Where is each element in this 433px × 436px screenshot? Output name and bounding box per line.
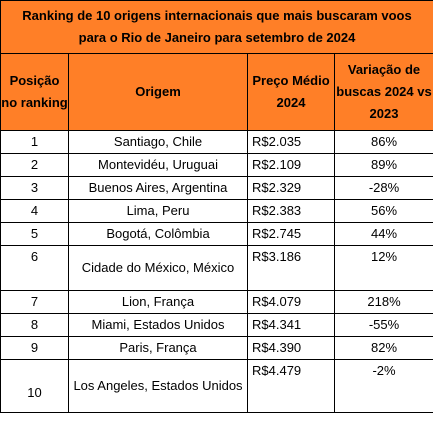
variation-cell: 82% (334, 336, 433, 360)
table-row: 2 Montevidéu, Uruguai R$2.109 89% (0, 153, 433, 177)
price-cell: R$4.079 (247, 290, 335, 314)
origin-cell: Santiago, Chile (68, 130, 248, 154)
position-cell: 4 (0, 199, 69, 223)
price-cell: R$4.390 (247, 336, 335, 360)
variation-cell: -2% (334, 359, 433, 413)
price-cell: R$4.479 (247, 359, 335, 413)
header-origin: Origem (68, 53, 248, 131)
header-position: Posição no ranking (0, 53, 69, 131)
variation-cell: 89% (334, 153, 433, 177)
position-cell: 9 (0, 336, 69, 360)
origin-cell: Los Angeles, Estados Unidos (68, 359, 248, 413)
table-row: 4 Lima, Peru R$2.383 56% (0, 199, 433, 223)
variation-cell: 86% (334, 130, 433, 154)
position-cell: 8 (0, 313, 69, 337)
table-row: 5 Bogotá, Colômbia R$2.745 44% (0, 222, 433, 246)
header-price: Preço Médio 2024 (247, 53, 335, 131)
table-title: Ranking de 10 origens internacionais que… (0, 0, 433, 54)
variation-cell: 218% (334, 290, 433, 314)
price-cell: R$2.745 (247, 222, 335, 246)
position-cell: 3 (0, 176, 69, 200)
origin-cell: Lion, França (68, 290, 248, 314)
variation-cell: 44% (334, 222, 433, 246)
price-cell: R$2.035 (247, 130, 335, 154)
origin-cell: Lima, Peru (68, 199, 248, 223)
origin-cell: Miami, Estados Unidos (68, 313, 248, 337)
variation-cell: 12% (334, 245, 433, 291)
table-row: 1 Santiago, Chile R$2.035 86% (0, 130, 433, 154)
table-row: 10 Los Angeles, Estados Unidos R$4.479 -… (0, 359, 433, 413)
header-variation: Variação de buscas 2024 vs 2023 (334, 53, 433, 131)
table-row: 8 Miami, Estados Unidos R$4.341 -55% (0, 313, 433, 337)
price-cell: R$2.329 (247, 176, 335, 200)
position-cell: 1 (0, 130, 69, 154)
price-cell: R$2.383 (247, 199, 335, 223)
table-row: 3 Buenos Aires, Argentina R$2.329 -28% (0, 176, 433, 200)
table-row: 7 Lion, França R$4.079 218% (0, 290, 433, 314)
origin-cell: Cidade do México, México (68, 245, 248, 291)
position-cell: 7 (0, 290, 69, 314)
price-cell: R$3.186 (247, 245, 335, 291)
price-cell: R$4.341 (247, 313, 335, 337)
table-row: 6 Cidade do México, México R$3.186 12% (0, 245, 433, 291)
variation-cell: -55% (334, 313, 433, 337)
position-cell: 5 (0, 222, 69, 246)
table-row: 9 Paris, França R$4.390 82% (0, 336, 433, 360)
position-cell: 6 (0, 245, 69, 291)
position-cell: 10 (0, 359, 69, 413)
ranking-table: Ranking de 10 origens internacionais que… (0, 0, 433, 413)
origin-cell: Bogotá, Colômbia (68, 222, 248, 246)
origin-cell: Montevidéu, Uruguai (68, 153, 248, 177)
position-cell: 2 (0, 153, 69, 177)
origin-cell: Paris, França (68, 336, 248, 360)
variation-cell: -28% (334, 176, 433, 200)
variation-cell: 56% (334, 199, 433, 223)
price-cell: R$2.109 (247, 153, 335, 177)
origin-cell: Buenos Aires, Argentina (68, 176, 248, 200)
